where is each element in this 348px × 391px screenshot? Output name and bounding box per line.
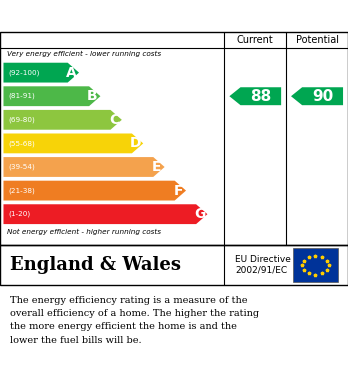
Polygon shape xyxy=(3,204,207,224)
Polygon shape xyxy=(229,87,281,105)
Text: Very energy efficient - lower running costs: Very energy efficient - lower running co… xyxy=(7,51,161,57)
Text: (55-68): (55-68) xyxy=(9,140,35,147)
Text: C: C xyxy=(109,113,119,127)
Text: Potential: Potential xyxy=(295,35,339,45)
Text: The energy efficiency rating is a measure of the
overall efficiency of a home. T: The energy efficiency rating is a measur… xyxy=(10,296,260,344)
Polygon shape xyxy=(291,87,343,105)
Bar xyxy=(293,248,338,282)
Polygon shape xyxy=(3,157,165,177)
Text: EU Directive
2002/91/EC: EU Directive 2002/91/EC xyxy=(235,255,291,274)
Text: G: G xyxy=(194,207,205,221)
Text: Current: Current xyxy=(237,35,274,45)
Text: D: D xyxy=(129,136,141,151)
Polygon shape xyxy=(3,63,79,83)
Text: (69-80): (69-80) xyxy=(9,117,35,123)
Text: Not energy efficient - higher running costs: Not energy efficient - higher running co… xyxy=(7,229,161,235)
Polygon shape xyxy=(3,133,143,153)
Text: (39-54): (39-54) xyxy=(9,164,35,170)
Text: A: A xyxy=(66,66,77,80)
Text: (1-20): (1-20) xyxy=(9,211,31,217)
Text: (81-91): (81-91) xyxy=(9,93,35,99)
Text: 88: 88 xyxy=(250,89,271,104)
Polygon shape xyxy=(3,181,186,201)
Text: E: E xyxy=(152,160,161,174)
Text: 90: 90 xyxy=(312,89,333,104)
Text: Energy Efficiency Rating: Energy Efficiency Rating xyxy=(10,9,213,23)
Text: (21-38): (21-38) xyxy=(9,187,35,194)
Text: (92-100): (92-100) xyxy=(9,69,40,76)
Polygon shape xyxy=(3,110,122,130)
Text: B: B xyxy=(87,89,98,103)
Polygon shape xyxy=(3,86,101,106)
Text: F: F xyxy=(173,184,183,197)
Text: England & Wales: England & Wales xyxy=(10,256,181,274)
